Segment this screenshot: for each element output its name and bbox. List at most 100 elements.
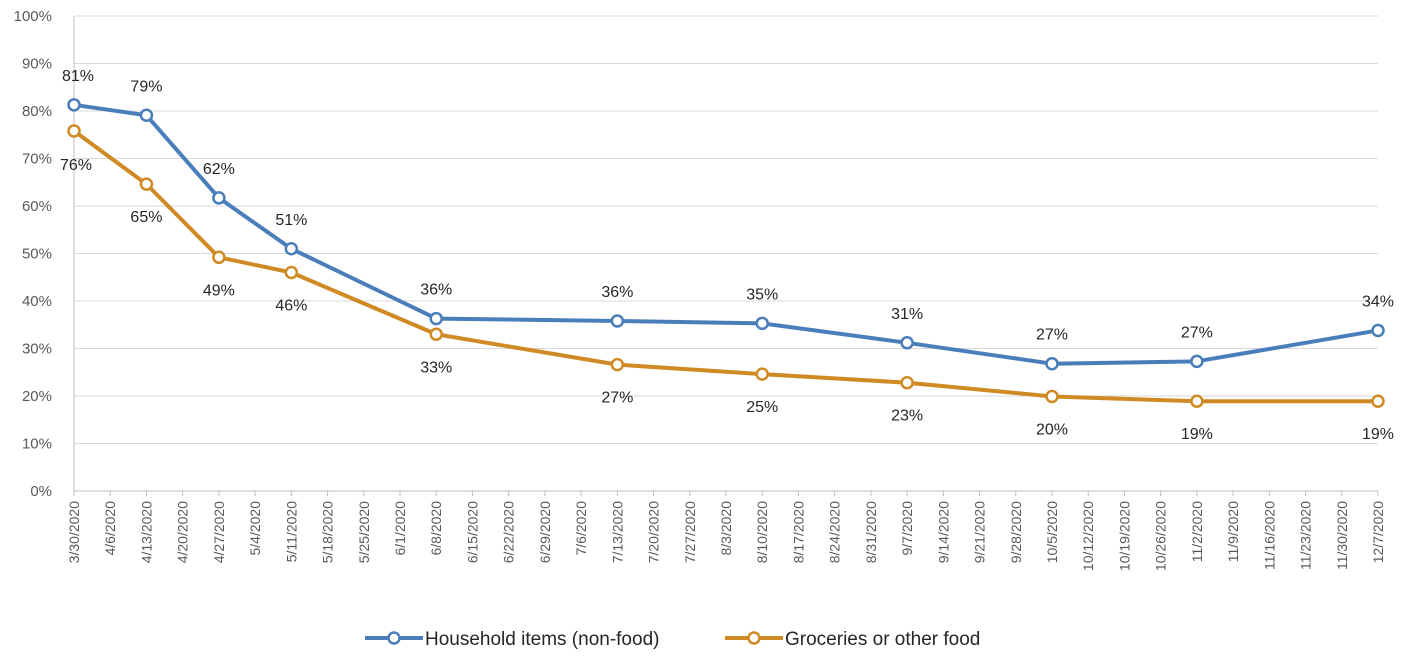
x-tick-label: 11/30/2020	[1334, 501, 1350, 570]
data-point	[139, 108, 154, 123]
data-label: 35%	[746, 286, 778, 303]
x-tick-label: 8/31/2020	[863, 501, 879, 563]
y-tick-label: 90%	[22, 56, 52, 73]
data-point	[610, 314, 625, 328]
data-point	[67, 124, 81, 138]
x-tick-label: 6/1/2020	[392, 501, 408, 556]
y-tick-label: 30%	[22, 341, 52, 358]
legend-swatch-marker	[747, 631, 761, 645]
x-tick-label: 10/12/2020	[1080, 501, 1096, 571]
data-label: 79%	[130, 78, 162, 95]
x-tick-label: 10/19/2020	[1116, 501, 1132, 571]
data-point	[900, 375, 914, 390]
data-point	[429, 311, 443, 326]
data-point	[1371, 323, 1385, 338]
data-label: 34%	[1362, 293, 1394, 310]
x-tick-label: 10/26/2020	[1153, 501, 1169, 571]
data-point	[755, 316, 769, 331]
legend: Household items (non-food) Groceries or o…	[365, 629, 980, 650]
data-label: 33%	[420, 359, 452, 376]
x-tick-label: 4/6/2020	[102, 501, 118, 556]
data-label: 19%	[1362, 426, 1394, 443]
data-point	[284, 242, 299, 256]
x-tick-label: 9/14/2020	[935, 501, 951, 563]
y-tick-label: 50%	[22, 246, 52, 263]
x-tick-label: 9/7/2020	[899, 501, 915, 556]
legend-label: Household items (non-food)	[425, 629, 659, 650]
y-tick-label: 60%	[22, 198, 52, 215]
x-tick-label: 8/10/2020	[754, 501, 770, 563]
data-label: 31%	[891, 306, 923, 323]
y-tick-label: 40%	[22, 293, 52, 310]
data-label: 20%	[1036, 421, 1068, 438]
data-label: 27%	[1181, 324, 1213, 341]
data-point	[1190, 354, 1204, 369]
x-tick-label: 6/29/2020	[537, 501, 553, 563]
x-axis-ticks: 3/30/2020 4/6/2020 4/13/2020 4/20/2020 4/27/…	[66, 491, 1386, 571]
x-tick-label: 5/25/2020	[356, 501, 372, 563]
data-label: 27%	[1036, 327, 1068, 344]
x-tick-label: 7/27/2020	[682, 501, 698, 563]
data-point	[1190, 394, 1204, 408]
y-tick-label: 20%	[22, 388, 52, 405]
x-tick-label: 5/4/2020	[247, 501, 263, 556]
y-tick-label: 80%	[22, 103, 52, 120]
x-tick-label: 7/6/2020	[573, 501, 589, 556]
data-point	[67, 98, 81, 112]
series-group	[67, 98, 1385, 408]
x-tick-label: 11/23/2020	[1298, 501, 1314, 570]
data-label: 46%	[275, 298, 307, 315]
x-tick-label: 5/11/2020	[283, 501, 299, 562]
y-tick-label: 70%	[22, 151, 52, 168]
data-point	[429, 327, 443, 341]
x-tick-label: 11/2/2020	[1189, 501, 1205, 562]
data-label: 49%	[203, 282, 235, 299]
data-label: 51%	[275, 212, 307, 229]
data-label: 62%	[203, 161, 235, 178]
data-point	[1045, 389, 1059, 404]
x-tick-label: 11/16/2020	[1261, 501, 1277, 570]
x-tick-label: 8/17/2020	[790, 501, 806, 563]
data-label: 65%	[130, 209, 162, 226]
x-tick-label: 7/20/2020	[646, 501, 662, 563]
data-label: 27%	[601, 390, 633, 407]
data-point	[284, 265, 299, 280]
data-label: 36%	[601, 284, 633, 301]
data-labels: 81% 79% 62% 51% 36% 36% 35% 31% 27% 27% 34% 76% 65% 4…	[60, 68, 1394, 443]
data-label: 23%	[891, 408, 923, 425]
data-label: 36%	[420, 282, 452, 299]
x-tick-label: 4/13/2020	[138, 501, 154, 563]
x-tick-label: 4/27/2020	[211, 501, 227, 563]
data-point	[610, 357, 625, 372]
data-label: 19%	[1181, 426, 1213, 443]
data-point	[1371, 394, 1385, 408]
x-tick-label: 5/18/2020	[320, 501, 336, 563]
y-tick-label: 10%	[22, 436, 52, 453]
data-label: 25%	[746, 399, 778, 416]
y-axis-ticks: 0% 10% 20% 30% 40% 50% 60% 70% 80% 90% 100%	[14, 8, 52, 500]
data-point	[139, 177, 154, 191]
data-label: 81%	[62, 68, 94, 85]
x-tick-label: 6/15/2020	[464, 501, 480, 563]
x-tick-label: 6/22/2020	[501, 501, 517, 563]
x-tick-label: 3/30/2020	[66, 501, 82, 563]
gridlines	[74, 15, 1378, 444]
x-tick-label: 4/20/2020	[175, 501, 191, 563]
x-tick-label: 9/28/2020	[1008, 501, 1024, 563]
x-tick-label: 9/21/2020	[972, 501, 988, 563]
data-point	[212, 191, 226, 205]
x-tick-label: 8/24/2020	[827, 501, 843, 563]
y-tick-label: 100%	[14, 8, 52, 25]
data-label: 76%	[60, 157, 92, 174]
x-tick-label: 11/9/2020	[1225, 501, 1241, 562]
data-point	[212, 250, 226, 265]
data-point	[755, 367, 769, 381]
data-point	[900, 336, 914, 350]
y-tick-label: 0%	[30, 483, 52, 500]
data-point	[1045, 356, 1059, 371]
x-tick-label: 8/3/2020	[718, 501, 734, 556]
x-tick-label: 12/7/2020	[1370, 501, 1386, 563]
x-tick-label: 10/5/2020	[1044, 501, 1060, 563]
x-tick-label: 7/13/2020	[609, 501, 625, 563]
